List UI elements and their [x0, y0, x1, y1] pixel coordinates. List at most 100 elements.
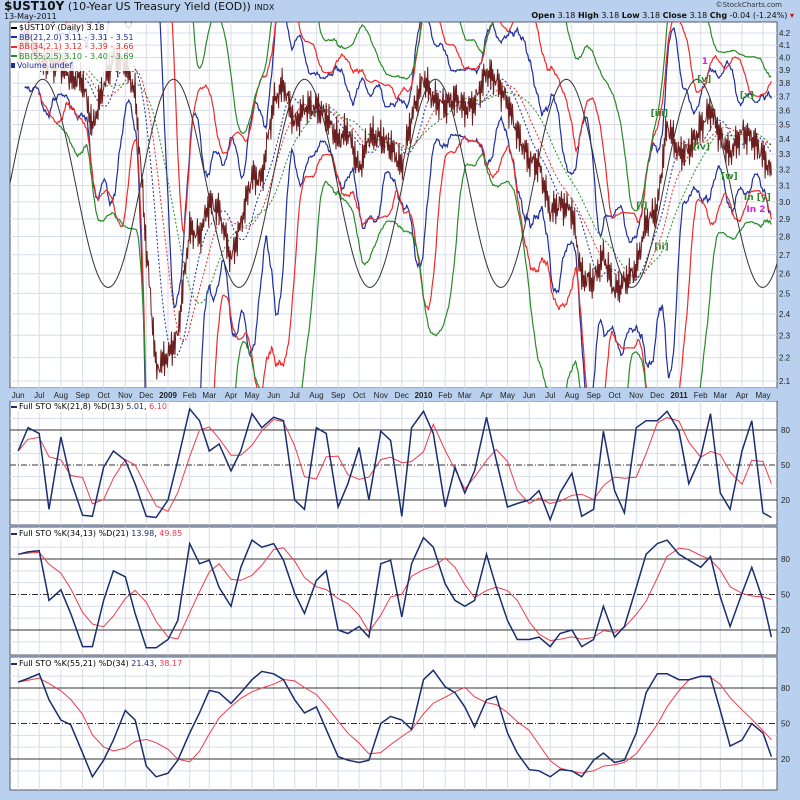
x-tick-label: Sep [586, 391, 601, 400]
y-tick-label: 3.2 [779, 166, 791, 175]
y-tick-label: 50 [781, 461, 790, 470]
y-tick-label: 2.9 [779, 215, 791, 224]
x-tick-label: Aug [54, 391, 68, 400]
y-tick-label: 80 [781, 426, 790, 435]
sto1-d-value: 6.10 [149, 402, 167, 411]
sto1-d-line [17, 417, 772, 512]
y-tick-label: 3.5 [779, 121, 791, 130]
wave-label: [iv] [693, 143, 710, 153]
wave-label: 1 [702, 57, 708, 67]
y-tick-label: 3.0 [779, 198, 791, 207]
chart-header: $UST10Y (10-Year US Treasury Yield (EOD)… [0, 0, 800, 22]
x-tick-label: Nov [374, 391, 388, 400]
x-tick-label: Mar [202, 391, 216, 400]
wave-label: [w] [721, 172, 738, 182]
sto1-legend: Full STO %K(21,8) %D(13) 5.01, 6.10 [11, 402, 167, 412]
y-tick-label: 80 [781, 684, 790, 693]
y-tick-label: 3.9 [779, 66, 791, 75]
symbol: $UST10Y [4, 0, 65, 13]
price-legend: $UST10Y (Daily) 3.18 BB(21,2.0) 3.11 - 3… [11, 23, 134, 71]
y-tick-label: 50 [781, 720, 790, 729]
y-tick-label: 2.7 [779, 251, 791, 260]
x-tick-label: Jun [523, 391, 536, 400]
sto2-d-value: 49.85 [159, 529, 183, 538]
legend-text: $UST10Y (Daily) 3.18 [19, 23, 105, 32]
x-tick-label: Feb [183, 391, 197, 400]
x-tick-label: Apr [480, 391, 493, 400]
legend-text: Volume undef [17, 61, 73, 70]
x-tick-label: Oct [353, 391, 366, 400]
x-tick-label: Jul [290, 391, 300, 400]
bb-upper-55 [192, 22, 772, 212]
y-tick-label: 2.6 [779, 270, 791, 279]
sto2-d-line [18, 547, 772, 642]
sto2-k-line [18, 536, 773, 649]
sto3-legend: Full STO %K(55,21) %D(34) 21.43, 38.17 [11, 659, 183, 669]
x-tick-label: Sep [331, 391, 346, 400]
bb-lower-21 [24, 85, 772, 388]
x-tick-label: May [244, 391, 259, 400]
chart-title: $UST10Y (10-Year US Treasury Yield (EOD)… [4, 0, 274, 14]
y-tick-label: 2.5 [779, 289, 791, 298]
x-tick-label: Nov [118, 391, 132, 400]
wave-label: [x] [740, 91, 754, 101]
open-value: 3.18 [557, 11, 576, 20]
x-tick-label: Feb [694, 391, 708, 400]
x-tick-label: Apr [225, 391, 238, 400]
sto3-d-line [18, 676, 772, 774]
y-tick-label: 3.8 [779, 79, 791, 88]
y-tick-label: 3.7 [779, 93, 791, 102]
legend-text: BB(34,2.1) 3.12 - 3.39 - 3.66 [19, 42, 134, 51]
y-tick-label: 2.1 [779, 377, 791, 386]
y-tick-label: 4.2 [779, 29, 791, 38]
wave-label: [i] [636, 202, 647, 212]
x-tick-label: Feb [438, 391, 452, 400]
sto1-title: Full STO %K(21,8) %D(13) [19, 402, 124, 411]
x-tick-label: 2009 [159, 391, 177, 400]
x-tick-label: Mar [713, 391, 727, 400]
close-value: 3.18 [689, 11, 708, 20]
cycle-curve [9, 78, 778, 288]
x-tick-label: Oct [608, 391, 621, 400]
x-tick-label: Jun [267, 391, 280, 400]
legend-price: $UST10Y (Daily) 3.18 [11, 23, 134, 33]
wave-label: [v] [697, 75, 711, 85]
price-line [17, 22, 772, 380]
x-tick-label: Aug [565, 391, 579, 400]
sto1-k-line [17, 407, 772, 522]
legend-volume: Volume undef [11, 61, 134, 71]
description: (10-Year US Treasury Yield (EOD)) [67, 0, 251, 13]
y-tick-label: 50 [781, 591, 790, 600]
y-tick-label: 4.0 [779, 53, 791, 62]
chart-date: 13-May-2011 [4, 12, 57, 21]
y-tick-label: 2.3 [779, 331, 791, 340]
x-tick-label: Apr [736, 391, 749, 400]
sto3-d-value: 38.17 [159, 659, 183, 668]
chg-label: Chg [709, 11, 728, 20]
x-tick-label: Jul [545, 391, 555, 400]
x-tick-label: 2011 [670, 391, 688, 400]
legend-text: BB(21,2.0) 3.11 - 3.31 - 3.51 [19, 32, 134, 42]
x-tick-label: 2010 [415, 391, 433, 400]
high-value: 3.18 [601, 11, 620, 20]
y-tick-label: 3.6 [779, 106, 791, 115]
exchange: INDX [254, 3, 275, 12]
legend-swatch [11, 662, 17, 665]
panel-2 [9, 526, 778, 656]
y-tick-label: 3.3 [779, 150, 791, 159]
down-triangle-icon: ▾ [789, 11, 794, 20]
sto3-title: Full STO %K(55,21) %D(34) [19, 659, 129, 668]
legend-swatch [11, 45, 17, 48]
legend-swatch [11, 405, 17, 408]
x-tick-label: Nov [629, 391, 643, 400]
x-tick-label: Sep [75, 391, 90, 400]
bb-lower-34 [37, 92, 772, 388]
y-tick-label: 4.1 [779, 41, 791, 50]
sto2-k-value: 13.98 [131, 529, 155, 538]
legend-bb55: BB(55,2.5) 3.10 - 3.40 - 3.69 [11, 52, 134, 62]
legend-swatch [11, 55, 17, 57]
x-tick-label: Jun [12, 391, 25, 400]
close-label: Close [662, 11, 687, 20]
legend-swatch [11, 26, 17, 29]
